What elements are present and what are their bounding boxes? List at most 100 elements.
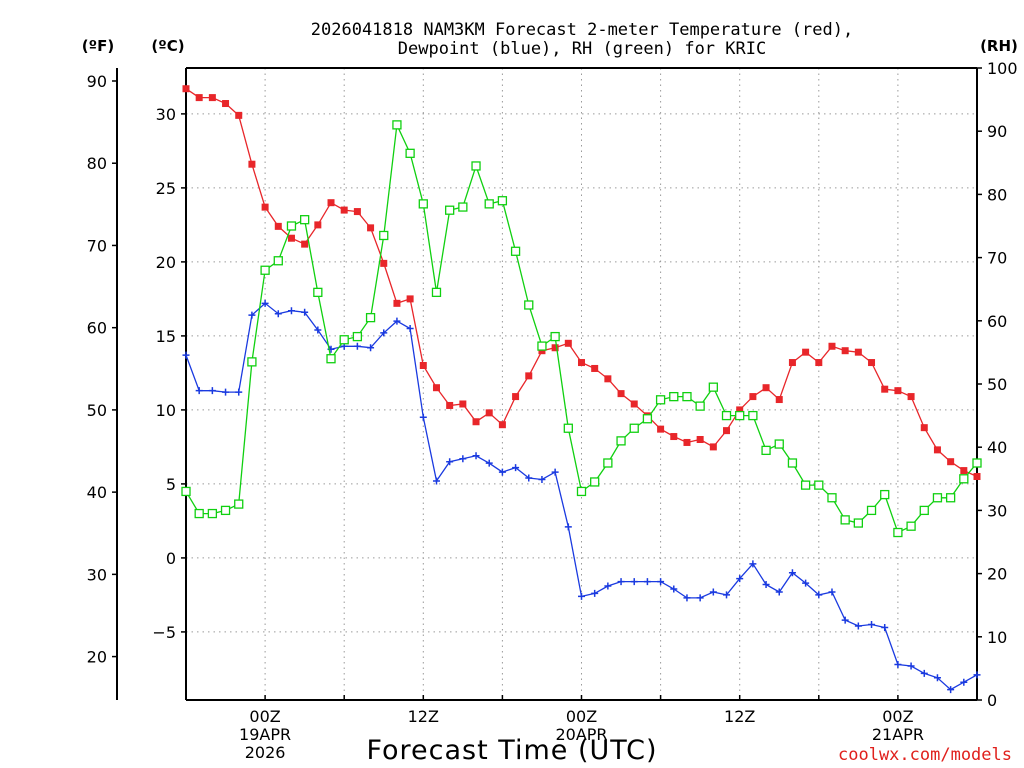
dewpoint-point <box>367 344 375 352</box>
dewpoint-point <box>287 307 295 315</box>
rh-tick-label: 100 <box>987 59 1018 78</box>
fahrenheit-tick-label: 20 <box>87 648 107 667</box>
rh-point <box>787 458 798 468</box>
chart-title-line2: Dewpoint (blue), RH (green) for KRIC <box>398 39 766 59</box>
dewpoint-point <box>723 591 731 599</box>
chart-title-line1: 2026041818 NAM3KM Forecast 2-meter Tempe… <box>311 20 853 40</box>
dewpoint-point <box>551 468 559 476</box>
temperature-point <box>881 385 889 393</box>
dewpoint-point <box>498 468 506 476</box>
dewpoint-point <box>393 317 401 325</box>
temperature-point <box>525 372 533 380</box>
dewpoint-point <box>459 455 467 463</box>
celsius-tick-label: 30 <box>156 105 176 124</box>
dewpoint-point <box>208 387 216 395</box>
rh-point <box>880 489 890 500</box>
dewpoint-point <box>446 458 454 466</box>
temperature-point <box>736 406 744 414</box>
temperature-point <box>459 400 467 408</box>
temperature-point <box>261 203 269 211</box>
dewpoint-point <box>472 452 480 460</box>
dewpoint-point <box>881 623 889 631</box>
rh-tick-label: 10 <box>987 628 1007 647</box>
temperature-point <box>327 199 335 207</box>
fahrenheit-tick-label: 50 <box>87 401 107 420</box>
dewpoint-point <box>775 588 783 596</box>
rh-point <box>590 477 600 487</box>
temperature-point <box>551 344 559 352</box>
rh-point <box>642 414 653 424</box>
temperature-point <box>485 409 493 417</box>
temperature-point <box>657 425 665 433</box>
dewpoint-point <box>195 387 203 395</box>
fahrenheit-tick-label: 90 <box>87 72 107 91</box>
dewpoint-point <box>696 594 704 602</box>
temperature-point <box>815 359 823 367</box>
x-tick-label: 00Z <box>249 707 280 726</box>
rh-point <box>959 474 969 484</box>
x-axis-label: Forecast Time (UTC) <box>366 735 657 766</box>
temperature-point <box>472 418 480 426</box>
rh-point <box>234 499 244 509</box>
dewpoint-point <box>261 299 269 307</box>
rh-tick-label: 70 <box>987 249 1007 268</box>
rh-point <box>906 521 916 531</box>
rh-point <box>682 391 692 402</box>
temperature-point <box>591 364 599 372</box>
rh-point <box>445 205 455 215</box>
rh-point <box>405 148 415 158</box>
rh-point <box>326 354 336 364</box>
temperature-point <box>841 347 849 355</box>
fahrenheit-tick-label: 70 <box>87 236 107 255</box>
rh-point <box>365 312 376 323</box>
rh-line <box>185 122 978 534</box>
rh-point <box>392 120 402 130</box>
dewpoint-point <box>947 686 955 694</box>
celsius-tick-label: 10 <box>156 401 176 420</box>
temperature-point <box>696 436 704 444</box>
dewpoint-point <box>894 660 902 668</box>
temperature-point <box>617 390 625 398</box>
dewpoint-point <box>815 591 823 599</box>
x-tick-label: 19APR <box>239 725 291 744</box>
rh-tick-label: 0 <box>987 691 997 710</box>
temperature-point <box>406 295 414 303</box>
dewpoint-point <box>564 523 572 531</box>
temperature-point <box>446 401 454 409</box>
temperature-point <box>894 387 902 395</box>
celsius-unit-label: (ºC) <box>151 37 184 55</box>
temperature-series <box>182 85 981 481</box>
rh-point <box>945 493 956 503</box>
rh-tick-label: 30 <box>987 501 1007 520</box>
dewpoint-point <box>657 578 665 586</box>
dewpoint-point <box>604 582 612 590</box>
temperature-point <box>775 396 783 404</box>
temperature-point <box>287 234 295 242</box>
temperature-point <box>208 94 216 102</box>
rh-point <box>550 331 560 342</box>
rh-point <box>616 436 626 446</box>
fahrenheit-tick-label: 40 <box>87 483 107 502</box>
dewpoint-point <box>432 477 440 485</box>
rh-point <box>181 486 191 497</box>
rh-tick-label: 20 <box>987 565 1007 584</box>
dewpoint-series <box>182 299 981 694</box>
rh-point <box>299 215 310 225</box>
temperature-point <box>854 348 862 356</box>
rh-point <box>431 287 442 298</box>
rh-point <box>814 480 824 490</box>
rh-point <box>273 256 283 266</box>
temperature-point <box>498 421 506 429</box>
x-tick-label: 21APR <box>872 725 924 744</box>
rh-point <box>932 493 943 503</box>
rh-point <box>735 410 745 421</box>
celsius-tick-label: 15 <box>156 327 176 346</box>
dewpoint-point <box>788 569 796 577</box>
temperature-point <box>182 85 190 93</box>
dewpoint-point <box>314 326 322 334</box>
rh-point <box>418 199 428 209</box>
dewpoint-point <box>933 674 941 682</box>
x-tick-label: 00Z <box>882 707 913 726</box>
rh-point <box>840 515 850 525</box>
